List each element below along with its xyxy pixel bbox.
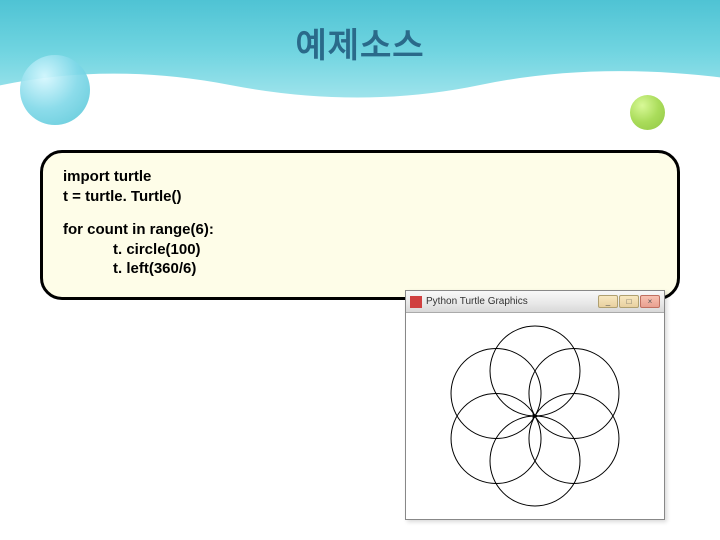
turtle-canvas [406,313,664,519]
slide-title: 예제소스 [0,18,720,67]
minimize-button[interactable]: _ [598,295,618,308]
code-block-2: for count in range(6): t. circle(100) t.… [63,220,657,279]
window-icon [410,296,422,308]
maximize-button[interactable]: □ [619,295,639,308]
code-line: t. left(360/6) [63,259,657,279]
window-buttons: _ □ × [598,295,660,308]
code-line: t = turtle. Turtle() [63,187,657,207]
code-line: import turtle [63,167,657,187]
window-title: Python Turtle Graphics [426,296,598,307]
code-line: t. circle(100) [63,240,657,260]
header-wave [0,60,720,120]
window-titlebar[interactable]: Python Turtle Graphics _ □ × [406,291,664,313]
turtle-output-window: Python Turtle Graphics _ □ × [405,290,665,520]
code-box: import turtle t = turtle. Turtle() for c… [40,150,680,300]
code-block-1: import turtle t = turtle. Turtle() [63,167,657,206]
close-button[interactable]: × [640,295,660,308]
decorative-bubble-right [630,95,665,130]
turtle-drawing [435,316,635,516]
code-line: for count in range(6): [63,220,657,240]
